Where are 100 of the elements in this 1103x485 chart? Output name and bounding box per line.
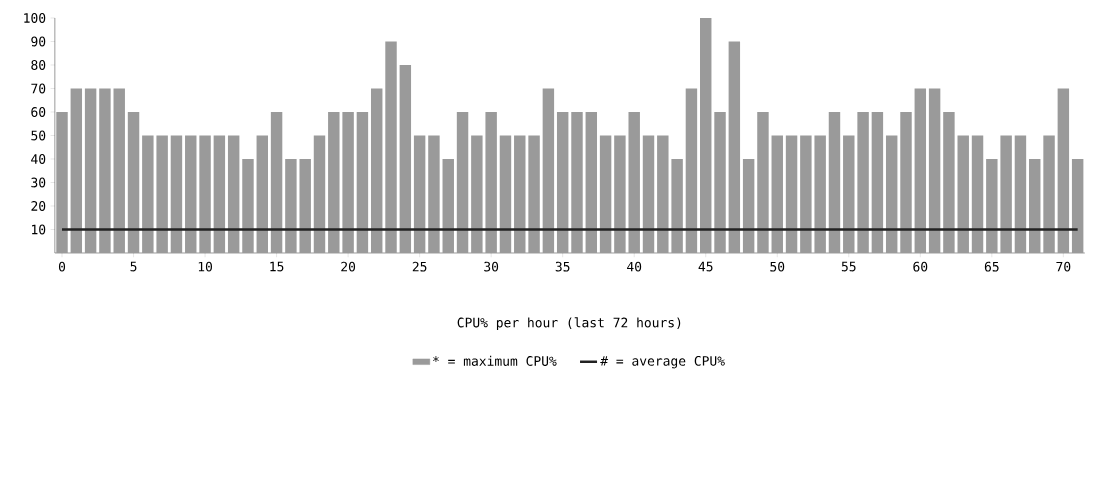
bar [213,135,226,253]
y-tick-label: 70 [31,83,46,94]
bar [986,158,998,253]
bar [1000,135,1012,253]
bar [585,111,598,253]
bar [843,135,855,253]
bar [328,111,340,253]
bar [599,135,612,253]
x-tick-label: 20 [341,261,356,272]
bar [385,41,397,253]
bar [456,111,469,253]
bar [800,135,812,253]
bar [514,135,526,253]
bar [99,88,111,253]
x-tick-label: 10 [198,261,213,272]
bar [914,88,927,253]
bar [242,158,254,253]
bar [285,158,297,253]
bar [342,111,354,253]
x-tick-label: 70 [1056,261,1071,272]
bar [485,111,497,253]
bar [757,111,769,253]
bar [771,135,783,253]
bar [199,135,211,253]
bar [356,111,369,253]
bar [1071,158,1084,253]
text: CPU% per hour (last 72 hours) [457,317,681,330]
x-tick-label: 45 [698,261,713,272]
bar [185,135,197,253]
y-tick-label: 90 [31,36,46,47]
x-tick-label: 40 [627,261,642,272]
bar [943,111,955,253]
x-tick-label: 35 [555,261,570,272]
bar [84,88,97,253]
bar [142,135,154,253]
bar [442,158,454,253]
bar [1014,135,1027,253]
bar [871,111,884,253]
bar [542,88,555,253]
bar [313,135,326,253]
x-tick-label: 50 [770,261,785,272]
bar [628,111,640,253]
bar [270,111,283,253]
bar [56,111,68,253]
bar [814,135,826,253]
legend-label: # = average CPU% [600,355,725,369]
bar [785,135,798,253]
x-tick-label: 55 [841,261,856,272]
bar [113,88,125,253]
bar [156,135,168,253]
bar [685,88,698,253]
bar [571,111,583,253]
y-tick-label: 80 [31,60,46,70]
bar [1057,88,1070,253]
x-tick-label: 0 [58,261,66,272]
x-tick-label: 30 [484,261,499,272]
x-tick-label: 25 [412,261,427,272]
bar [928,88,941,253]
bar [714,111,726,253]
bar [642,135,655,253]
y-tick-label: 30 [31,177,46,188]
bar [1043,135,1055,253]
bar [499,135,512,253]
bar [671,158,683,253]
bar [471,135,483,253]
bar [256,135,268,253]
bar [657,135,669,253]
bar [399,64,412,253]
bar [413,135,426,253]
bar [528,135,540,253]
bar [742,158,755,253]
bar [227,135,240,253]
legend-label: * = maximum CPU% [433,355,557,366]
bar [728,41,741,253]
bar [700,17,712,253]
bar [885,135,898,253]
y-tick-label: 10 [32,224,46,235]
bar [828,111,841,253]
bar [299,158,311,253]
bar [70,88,83,253]
bar [170,135,183,253]
bar [857,111,869,253]
x-tick-label: 15 [270,261,284,272]
bar [428,135,440,253]
bar [556,111,569,253]
y-tick-label: 20 [31,201,46,211]
bar [371,88,383,253]
x-tick-label: 65 [984,261,999,272]
x-tick-label: 60 [913,261,928,272]
y-tick-label: 100 [24,13,46,23]
bar [1029,158,1041,253]
y-tick-label: 40 [31,154,46,164]
bar [957,135,969,253]
bar [614,135,626,253]
y-tick-label: 60 [31,107,46,117]
y-tick-label: 50 [31,130,46,141]
bar [900,111,912,253]
x-tick-label: 5 [130,261,137,272]
bar [127,111,140,253]
bar [971,135,984,253]
